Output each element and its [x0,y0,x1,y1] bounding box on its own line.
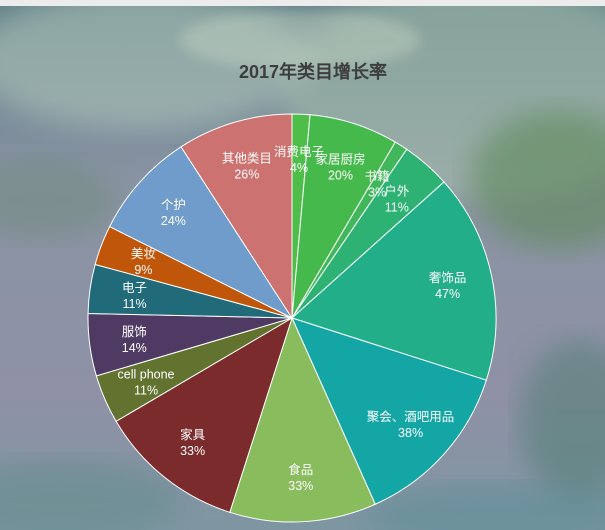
slice-value-label: 11% [122,297,146,311]
slice-category-label: cell phone [118,367,175,381]
pie-slice[interactable] [291,317,487,505]
slice-value-label: 33% [288,479,313,493]
slice-value-label: 26% [234,167,259,181]
slice-category-label: 消费电子 [274,145,324,159]
slice-value-label: 38% [398,426,423,440]
slice-value-label: 11% [385,200,409,214]
slice-value-label: 9% [134,263,152,277]
slice-category-label: 奢饰品 [429,271,467,285]
pie-slice[interactable] [108,146,294,320]
slice-value-label: 11% [134,383,158,397]
top-edge-bar [0,0,605,6]
chart-title: 2017年类目增长率 [238,62,388,82]
slice-category-label: 食品 [288,462,313,477]
slice-category-label: 户外 [384,183,410,198]
slice-value-label: 24% [161,214,186,228]
pie-slice[interactable] [115,316,293,513]
slice-category-label: 书籍 [365,169,390,184]
slice-value-label: 3% [368,186,386,200]
slice-value-label: 4% [290,161,308,175]
pie-slice[interactable] [180,113,293,320]
slice-value-label: 20% [328,168,353,182]
slice-category-label: 服饰 [122,325,147,339]
slice-value-label: 47% [435,287,460,301]
pie-slice[interactable] [229,316,376,523]
slice-category-label: 电子 [122,281,147,295]
slice-category-label: 家居厨房 [315,151,365,166]
slice-category-label: 家具 [180,427,206,442]
slice-value-label: 14% [122,341,147,355]
slice-category-label: 美妆 [131,247,156,261]
slice-category-label: 个护 [161,198,186,212]
slice-category-label: 聚会、酒吧用品 [367,410,455,424]
pie-slice[interactable] [291,181,497,381]
slice-category-label: 其他类目 [222,151,272,165]
slice-value-label: 33% [180,444,205,458]
